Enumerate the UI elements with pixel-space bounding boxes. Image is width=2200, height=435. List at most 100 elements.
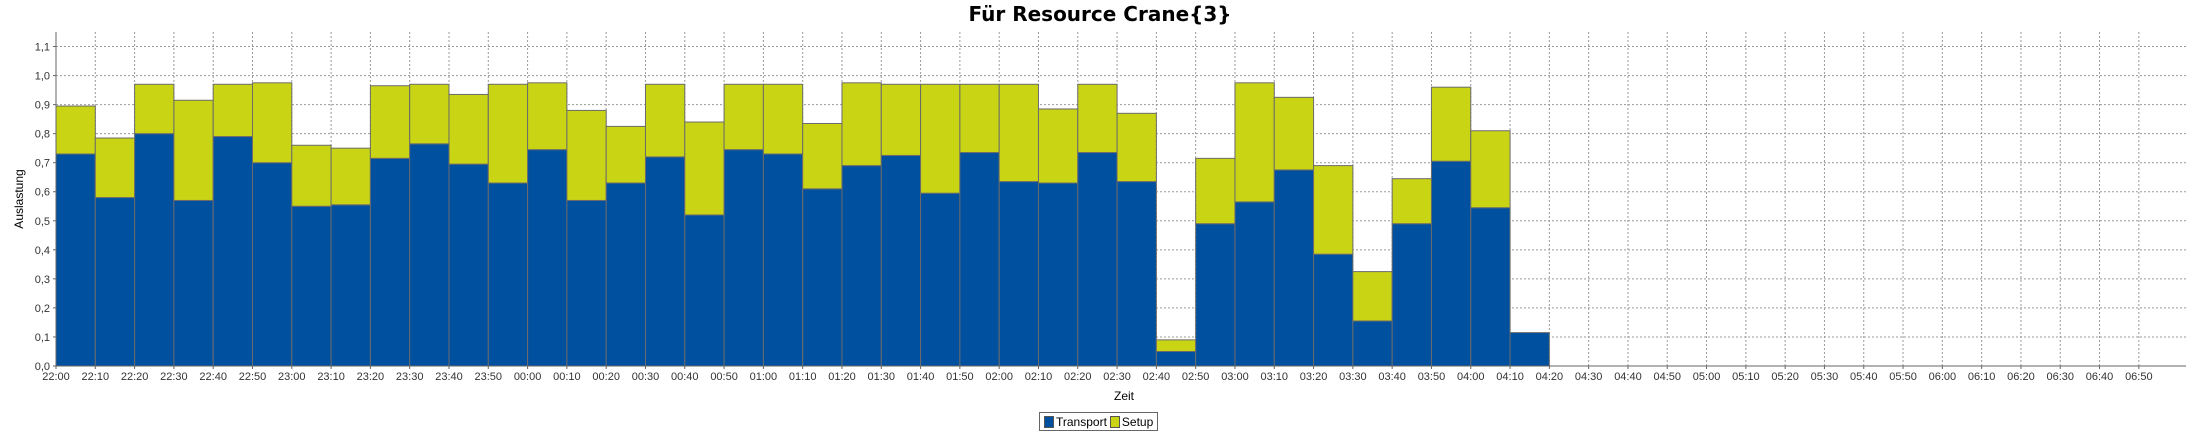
bar-setup — [1273, 96, 1315, 171]
x-tick-label: 04:50 — [1653, 371, 1681, 383]
x-tick-label: 04:20 — [1536, 371, 1564, 383]
x-tick-label: 05:50 — [1889, 371, 1917, 383]
bar-setup — [1470, 130, 1511, 209]
x-tick-label: 02:00 — [985, 371, 1013, 383]
x-tick-label: 23:00 — [278, 371, 306, 383]
bar-setup — [841, 82, 882, 167]
chart-title: Für Resource Crane{3} — [968, 2, 1232, 26]
bar-setup — [1116, 112, 1157, 183]
y-tick-label: 0,5 — [35, 216, 50, 228]
legend-item-transport: Transport — [1044, 415, 1107, 429]
bar-transport — [841, 165, 882, 367]
bar-setup — [880, 83, 922, 156]
x-tick-label: 01:20 — [828, 371, 856, 383]
bar-setup — [330, 147, 371, 206]
y-tick-label: 0,9 — [35, 100, 50, 112]
bar-setup — [487, 83, 529, 184]
y-tick-label: 0,0 — [35, 361, 50, 373]
bar-transport — [605, 182, 646, 367]
bar-transport — [1155, 350, 1197, 367]
x-tick-label: 00:00 — [514, 371, 542, 383]
bar-transport — [1195, 223, 1236, 367]
y-tick-label: 1,0 — [35, 71, 50, 83]
x-tick-label: 03:20 — [1300, 371, 1328, 383]
x-tick-label: 04:00 — [1457, 371, 1485, 383]
bar-transport — [55, 153, 96, 367]
bar-transport — [1116, 181, 1157, 367]
x-tick-label: 04:40 — [1614, 371, 1642, 383]
bar-transport — [802, 188, 843, 367]
bar-transport — [1273, 169, 1315, 367]
bar-transport — [409, 143, 450, 367]
x-tick-label: 02:10 — [1025, 371, 1053, 383]
bar-setup — [55, 105, 96, 155]
y-tick-label: 0,6 — [35, 187, 50, 199]
x-tick-label: 01:50 — [946, 371, 974, 383]
bar-transport — [212, 136, 253, 367]
bar-setup — [1352, 271, 1393, 322]
x-tick-label: 00:10 — [553, 371, 581, 383]
bar-transport — [369, 157, 411, 367]
x-tick-label: 22:30 — [160, 371, 188, 383]
bar-setup — [448, 93, 489, 165]
bar-setup — [605, 125, 646, 184]
x-tick-label: 05:30 — [1811, 371, 1839, 383]
bar-setup — [1037, 108, 1079, 184]
bar-setup — [409, 83, 450, 145]
legend-item-setup: Setup — [1109, 415, 1153, 429]
x-tick-label: 03:40 — [1378, 371, 1406, 383]
x-tick-label: 02:50 — [1182, 371, 1210, 383]
bar-transport — [880, 154, 922, 367]
x-tick-label: 04:10 — [1496, 371, 1524, 383]
x-tick-label: 22:40 — [199, 371, 227, 383]
bar-transport — [1352, 320, 1393, 367]
x-tick-label: 03:10 — [1261, 371, 1289, 383]
bar-setup — [369, 85, 411, 159]
x-tick-label: 06:40 — [2086, 371, 2114, 383]
legend-swatch-setup — [1109, 415, 1120, 428]
y-tick-label: 0,2 — [35, 303, 50, 315]
bar-transport — [644, 156, 686, 367]
x-tick-label: 23:40 — [435, 371, 463, 383]
x-tick-label: 06:00 — [1929, 371, 1957, 383]
bar-setup — [212, 83, 253, 138]
bar-setup — [920, 83, 961, 194]
bar-setup — [1391, 178, 1432, 225]
bar-setup — [1430, 86, 1472, 162]
x-tick-label: 23:30 — [396, 371, 424, 383]
x-tick-label: 23:10 — [317, 371, 345, 383]
bar-transport — [134, 133, 175, 367]
bar-transport — [1077, 152, 1118, 367]
bar-setup — [1234, 82, 1275, 203]
bar-transport — [173, 199, 214, 367]
bars — [55, 82, 1550, 367]
x-tick-label: 03:50 — [1418, 371, 1446, 383]
bar-transport — [762, 153, 804, 367]
bar-setup — [291, 144, 332, 207]
x-tick-label: 01:00 — [750, 371, 778, 383]
y-tick-label: 0,4 — [35, 245, 50, 257]
y-tick-label: 0,7 — [35, 158, 50, 170]
bar-setup — [644, 83, 686, 158]
x-tick-label: 00:50 — [710, 371, 738, 383]
bar-setup — [802, 122, 843, 190]
bar-setup — [173, 99, 214, 201]
bar-transport — [959, 152, 1000, 367]
x-tick-label: 02:30 — [1103, 371, 1131, 383]
x-tick-label: 00:20 — [592, 371, 620, 383]
y-axis-label: Auslastung — [12, 169, 26, 228]
bar-setup — [1077, 83, 1118, 154]
bar-transport — [330, 204, 371, 367]
bar-setup — [566, 109, 607, 201]
bar-transport — [566, 199, 607, 367]
x-tick-label: 22:00 — [42, 371, 70, 383]
x-tick-label: 02:20 — [1064, 371, 1092, 383]
bar-transport — [1470, 207, 1511, 367]
x-tick-label: 02:40 — [1143, 371, 1171, 383]
bar-transport — [1509, 332, 1550, 367]
x-tick-label: 05:40 — [1850, 371, 1878, 383]
x-tick-label: 04:30 — [1575, 371, 1603, 383]
x-tick-label: 05:20 — [1771, 371, 1799, 383]
bar-transport — [527, 149, 568, 367]
